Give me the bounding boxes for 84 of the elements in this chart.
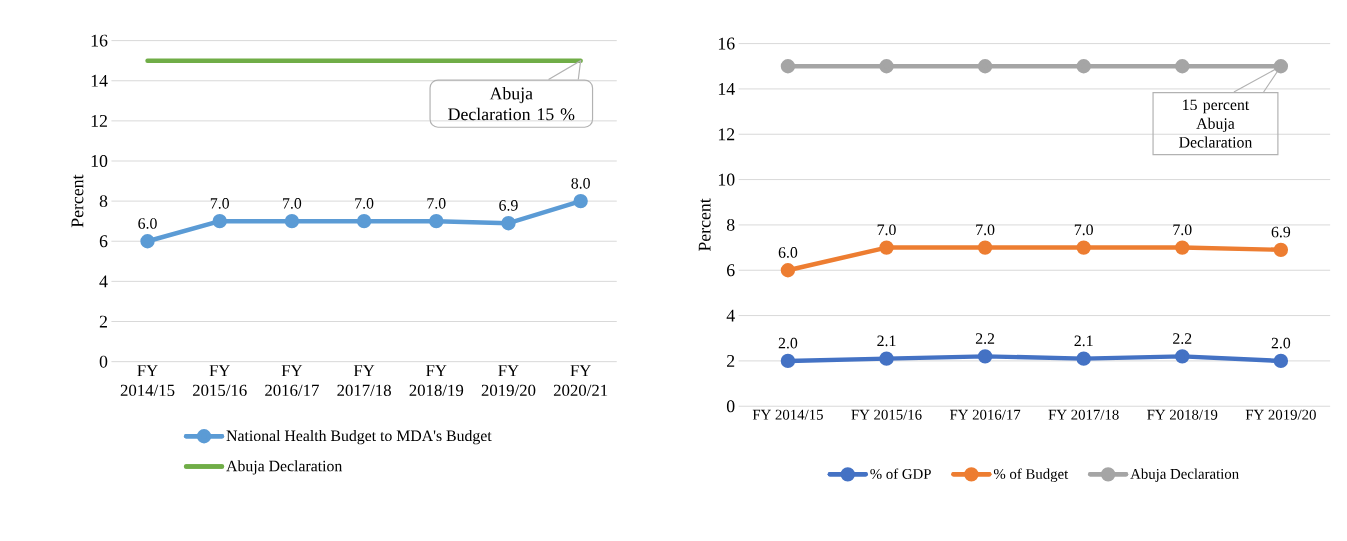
point: [780, 59, 796, 74]
point: [1273, 59, 1289, 74]
y-tick-label: 12: [718, 128, 735, 141]
point: [1175, 349, 1190, 364]
annotation: Abuja Declaration 15 %: [448, 87, 575, 121]
data-label: 7.0: [283, 198, 302, 209]
data-label: 7.0: [427, 198, 446, 209]
point: [573, 193, 588, 209]
y-tick-label: 6: [727, 264, 735, 277]
data-label: 2.1: [1074, 335, 1093, 347]
x-tick-label: FY 2015/16: [192, 365, 247, 397]
y-axis-title: Percent: [71, 174, 84, 228]
x-tick-label: FY 2019/20: [1245, 409, 1316, 420]
point: [212, 214, 227, 229]
point: [1076, 351, 1091, 366]
data-label: 7.0: [877, 224, 896, 236]
data-label: 2.1: [877, 335, 896, 347]
point: [879, 351, 894, 366]
y-tick-label: 2: [727, 355, 735, 367]
x-tick-label: FY 2016/17: [265, 365, 319, 397]
y-tick-label: 16: [91, 34, 108, 47]
point: [501, 216, 516, 231]
data-label: 2.2: [1173, 333, 1192, 344]
legend-label: % of Budget: [993, 468, 1069, 483]
point: [284, 214, 300, 229]
data-label: 6.9: [499, 200, 518, 211]
y-tick-label: 4: [726, 309, 735, 322]
legend-label: National Health Budget to MDA's Budget: [226, 429, 492, 445]
point: [879, 59, 894, 74]
y-tick-label: 8: [726, 218, 735, 231]
annotation: 15 percent Abuja Declaration: [1179, 99, 1253, 148]
x-tick-label: FY 2018/19: [409, 365, 464, 397]
y-tick-label: 0: [99, 355, 108, 368]
data-label: 6.0: [138, 218, 157, 229]
legend-label: % of GDP: [870, 468, 931, 480]
data-label: 7.0: [1173, 224, 1192, 236]
x-tick-label: FY 2017/18: [1048, 409, 1119, 420]
y-axis-title: Percent: [698, 198, 711, 252]
point: [1273, 353, 1289, 369]
y-tick-label: 6: [99, 235, 108, 248]
y-tick-label: 10: [91, 155, 108, 167]
x-tick-label: FY 2017/18: [337, 365, 391, 397]
x-tick-label: FY 2020/21: [553, 365, 608, 397]
point: [1076, 240, 1091, 255]
point: [1273, 242, 1289, 258]
y-tick-label: 10: [718, 173, 735, 186]
point: [977, 349, 993, 364]
y-tick-label: 14: [718, 83, 735, 95]
data-label: 2.0: [1271, 337, 1291, 349]
data-label: 8.0: [571, 178, 590, 189]
data-label: 7.0: [976, 224, 995, 236]
y-tick-label: 2: [99, 315, 107, 328]
point: [879, 240, 894, 255]
point: [1076, 59, 1091, 74]
point: [429, 214, 444, 229]
point: [1175, 59, 1190, 74]
y-tick-label: 12: [91, 114, 107, 127]
point: [780, 353, 796, 369]
x-tick-label: FY 2015/16: [851, 409, 922, 420]
data-label: 2.2: [975, 333, 995, 344]
data-label: 2.0: [778, 337, 798, 349]
y-tick-label: 14: [91, 74, 108, 87]
point: [780, 263, 796, 278]
point: [1175, 240, 1190, 255]
point: [977, 240, 993, 255]
point: [140, 234, 155, 249]
data-label: 7.0: [210, 198, 229, 209]
x-tick-label: FY 2014/15: [752, 409, 823, 420]
y-tick-label: 16: [718, 37, 735, 50]
y-tick-label: 0: [726, 400, 735, 413]
data-label: 7.0: [355, 198, 374, 209]
legend-label: Abuja Declaration: [226, 460, 343, 475]
data-label: 6.9: [1271, 226, 1291, 238]
legend-label: Abuja Declaration: [1130, 468, 1239, 482]
x-tick-label: FY 2016/17: [949, 409, 1021, 420]
y-tick-label: 4: [99, 275, 108, 288]
point: [977, 59, 993, 74]
x-tick-label: FY 2014/15: [120, 365, 175, 397]
point: [356, 214, 372, 229]
data-label: 7.0: [1074, 224, 1093, 236]
x-tick-label: FY 2018/19: [1147, 409, 1218, 420]
y-tick-label: 8: [99, 195, 108, 208]
data-label: 6.0: [778, 247, 798, 258]
x-tick-label: FY 2019/20: [481, 365, 536, 397]
